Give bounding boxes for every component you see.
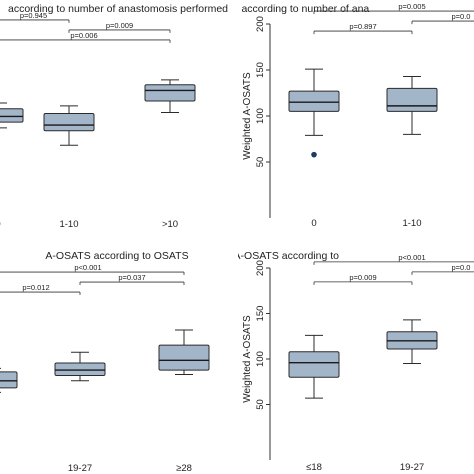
y-tick-label: 150	[255, 306, 266, 322]
p-value-label: p=0.005	[398, 2, 425, 11]
x-tick-label: >10	[162, 219, 178, 230]
p-value-label: p=0.0	[452, 12, 471, 21]
p-value-label: p=0.945	[20, 11, 47, 20]
p-value-label: p=0.897	[349, 22, 376, 31]
p-value-label: p<0.001	[74, 263, 101, 272]
outlier-point	[311, 151, 317, 158]
box-iqr	[43, 113, 95, 132]
box-iqr	[144, 84, 196, 102]
y-axis-label: Weighted A-OSATS	[242, 72, 253, 160]
panel-title: according to number of anastomosis perfo…	[8, 3, 228, 15]
x-tick-label: 0	[311, 218, 316, 229]
panel-osats-aosats: A-OSATS according to OSATS 19-27 ≥28 p=0.0…	[0, 250, 210, 474]
box-iqr	[288, 351, 340, 378]
p-value-label: p<0.001	[398, 253, 425, 262]
y-tick-label: 150	[255, 62, 266, 78]
panel-title: A-OSATS according to OSATS	[45, 250, 188, 262]
y-tick-label: 100	[255, 108, 266, 124]
p-value-label: p=0.0	[452, 263, 471, 272]
p-value-label: p=0.037	[118, 273, 145, 282]
x-tick-label: ≥28	[176, 463, 192, 474]
panel-title: Weighted A-OSATS according to number of …	[147, 3, 370, 15]
x-tick-label: 19-27	[400, 462, 424, 473]
y-tick-label: 50	[255, 157, 266, 168]
panel-osats-weighted-aosats: Weighted A-OSATS according to Weighted A…	[187, 250, 474, 473]
box-iqr	[0, 108, 24, 123]
p-value-label: p=0.012	[22, 283, 49, 292]
box-iqr	[288, 90, 340, 112]
y-tick-label: 200	[255, 260, 266, 276]
panel-title: Weighted A-OSATS according to	[187, 250, 339, 262]
box-iqr	[158, 344, 210, 371]
box-iqr	[54, 362, 106, 376]
x-tick-label: 0	[0, 219, 1, 230]
x-tick-label: ≤18	[306, 462, 322, 473]
p-value-label: p=0.009	[106, 21, 133, 30]
box-iqr	[0, 371, 18, 389]
x-tick-label: 1-10	[402, 218, 421, 229]
x-tick-label: 1-10	[59, 219, 78, 230]
y-axis-label: Weighted A-OSATS	[242, 315, 253, 403]
p-value-label: p=0.006	[70, 31, 97, 40]
box-iqr	[386, 87, 438, 112]
panel-anastomosis-aosats: according to number of anastomosis perfo…	[0, 3, 228, 230]
x-tick-label: 19-27	[68, 463, 92, 474]
y-tick-label: 200	[255, 16, 266, 32]
p-value-label: p=0.009	[349, 273, 376, 282]
y-tick-label: 50	[255, 399, 266, 410]
y-tick-label: 100	[255, 351, 266, 367]
panel-anastomosis-weighted-aosats: Weighted A-OSATS according to number of …	[147, 2, 474, 229]
